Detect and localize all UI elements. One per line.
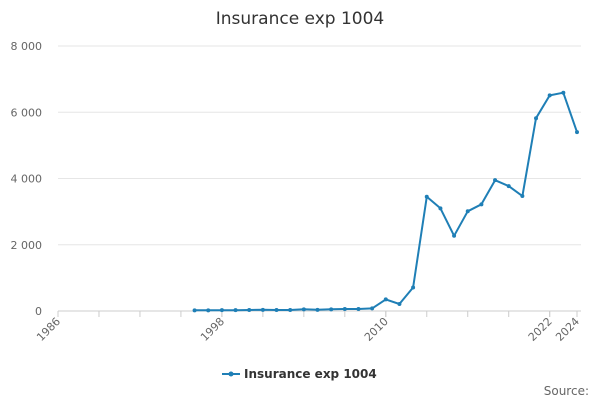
x-tick-label: 2024: [553, 315, 582, 344]
data-point[interactable]: [233, 308, 238, 313]
data-point[interactable]: [397, 302, 402, 307]
y-tick-label: 6 000: [11, 106, 43, 119]
y-tick-label: 2 000: [11, 239, 43, 252]
data-point[interactable]: [356, 307, 361, 312]
chart-title: Insurance exp 1004: [216, 9, 385, 29]
data-point[interactable]: [534, 116, 539, 121]
y-tick-label: 0: [35, 305, 42, 318]
data-point[interactable]: [493, 178, 498, 183]
legend-marker: [228, 371, 234, 377]
grid-lines: [58, 45, 581, 312]
x-tick-label: 2010: [362, 315, 391, 344]
data-point[interactable]: [301, 307, 306, 312]
data-point[interactable]: [465, 209, 470, 214]
data-point[interactable]: [329, 307, 334, 312]
x-tick-label: 1986: [34, 315, 63, 344]
data-point[interactable]: [274, 308, 279, 313]
data-point[interactable]: [370, 306, 375, 311]
data-point[interactable]: [383, 297, 388, 302]
data-point[interactable]: [506, 184, 511, 189]
data-point[interactable]: [342, 307, 347, 312]
data-point[interactable]: [479, 202, 484, 207]
source-credit: Source:: [544, 384, 589, 398]
data-point[interactable]: [424, 194, 429, 199]
data-point[interactable]: [260, 307, 265, 312]
data-point[interactable]: [206, 308, 211, 313]
data-point[interactable]: [288, 308, 293, 313]
data-point[interactable]: [219, 308, 224, 313]
y-tick-label: 4 000: [11, 173, 43, 186]
y-axis: 0 2 000 4 000 6 000 8 000: [11, 40, 43, 318]
x-tick-label: 1998: [198, 315, 227, 344]
data-point[interactable]: [438, 206, 443, 211]
data-point[interactable]: [547, 93, 552, 98]
data-point[interactable]: [575, 130, 579, 135]
data-point[interactable]: [452, 233, 457, 238]
data-point[interactable]: [520, 194, 525, 199]
legend-label: Insurance exp 1004: [244, 367, 377, 381]
data-point[interactable]: [247, 308, 252, 313]
data-point[interactable]: [192, 308, 197, 313]
series-line: [194, 91, 578, 312]
y-tick-label: 8 000: [11, 40, 43, 53]
data-point[interactable]: [411, 285, 416, 290]
plot-area: [192, 90, 579, 313]
x-tick-label: 2022: [526, 315, 555, 344]
data-point[interactable]: [561, 90, 566, 95]
legend[interactable]: Insurance exp 1004: [222, 367, 377, 381]
data-point[interactable]: [315, 307, 320, 312]
